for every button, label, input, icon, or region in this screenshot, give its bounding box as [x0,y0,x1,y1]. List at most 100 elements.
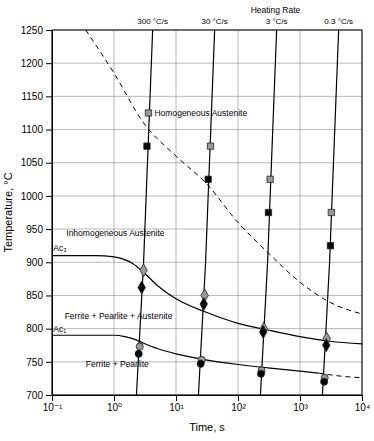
tick: 10² [231,395,246,413]
tick-mark [46,30,52,31]
tick: 1000 [21,191,52,202]
marker-circle [135,350,142,357]
grid-line-y [52,162,362,163]
tick-mark [362,395,363,401]
annotation: Inhomogeneous Austenite [66,228,165,238]
tick: 1100 [21,124,52,135]
tick-label: 1050 [21,157,44,168]
marker-square [207,143,213,149]
tick: 1150 [21,91,52,102]
marker-square [145,110,151,116]
background [0,0,374,441]
marker-square [144,143,150,149]
tick: 900 [26,257,52,268]
tick: 1250 [21,25,52,36]
tick-label: 10² [231,402,246,413]
tick-label: 1150 [21,91,43,102]
labels: 300 °C/s 30 °C/s 3 °C/s 0.3 °C/s Homogeneous… [53,5,353,369]
tick-mark [46,63,52,64]
grid-line-y [52,96,362,97]
annotation: Ferrite + Pearlite [86,359,149,369]
tick-label: 700 [26,390,43,401]
tick-label: 10¹ [169,402,184,413]
series-label: 300 °C/s [137,17,168,26]
marker-circle [257,370,264,377]
tick-mark [46,229,52,230]
marker-square [267,176,273,182]
grid-line-x [300,30,301,395]
marker-diamond [138,281,145,294]
tick: 10³ [293,395,308,413]
tick-label: 950 [26,224,43,235]
line [136,30,152,395]
dashed-line [86,30,362,314]
tick-label: 1100 [21,124,43,135]
tick-label: 750 [26,357,43,368]
tick: 700 [26,390,52,401]
tick-label: 1200 [21,58,44,69]
y-axis: 700 750 800 850 900 950 1000 1050 1100 1150 1200 12… [21,25,53,401]
tick: 1200 [21,58,52,69]
tick-label: 850 [26,290,43,301]
marker-diamond [259,326,266,339]
tick-label: 10⁻¹ [43,402,63,413]
annotation: Ac₁ [53,324,66,334]
tick: 10⁻¹ [43,395,63,413]
marker-circle [197,360,204,367]
marker-circle [321,378,328,385]
tick-mark [114,395,115,401]
tick-mark [176,395,177,401]
series-label: 3 °C/s [266,17,288,26]
grid-line-x [176,30,177,395]
axis-line [53,395,363,396]
tick-mark [46,395,52,396]
tick-label: 1000 [21,191,44,202]
tick: 800 [26,323,52,334]
grid-line-y [52,63,362,64]
tick-mark [46,262,52,263]
tick-mark [46,362,52,363]
line [52,256,362,344]
grid-line-y [52,262,362,263]
tick-mark [46,295,52,296]
grid-line-x [114,30,115,395]
tick: 10⁴ [355,395,370,413]
tick: 850 [26,290,52,301]
marker-circle [136,343,143,350]
series-label: 30 °C/s [201,17,227,26]
tick-label: 800 [26,323,43,334]
tick: 10⁰ [107,395,122,413]
x-axis-title: Time, s [189,421,225,433]
line [322,30,338,395]
tick: 950 [26,224,52,235]
tick-label: 10³ [293,402,308,413]
y-axis-title: Temperature, °C [2,172,14,252]
series-label: 0.3 °C/s [324,17,353,26]
annotation: Ac₃ [53,243,66,253]
tick-label: 10⁰ [107,402,122,413]
tick-mark [300,395,301,401]
tick-label: 900 [26,257,43,268]
marker-square [265,209,271,215]
grid-line-y [52,129,362,130]
tick-label: 1250 [21,25,44,36]
grid-line-x [238,30,239,395]
annotation: Homogeneous Austenite [154,108,247,118]
grid [52,30,362,395]
annotation: Ferrite + Pearlite + Austenite [65,311,173,321]
plot-area [52,30,362,395]
tick-mark [46,196,52,197]
marker-diamond [140,264,147,277]
axis-line [52,31,53,396]
tick-mark [46,130,52,131]
tick-label: 10⁴ [355,402,370,413]
tick: 750 [26,357,52,368]
tick: 10¹ [169,395,184,413]
tick-mark [52,395,53,401]
marker-square [205,176,211,182]
tick-mark [46,163,52,164]
marker-square [328,209,334,215]
line [198,30,214,395]
tick-mark [238,395,239,401]
marker-square [327,243,333,249]
